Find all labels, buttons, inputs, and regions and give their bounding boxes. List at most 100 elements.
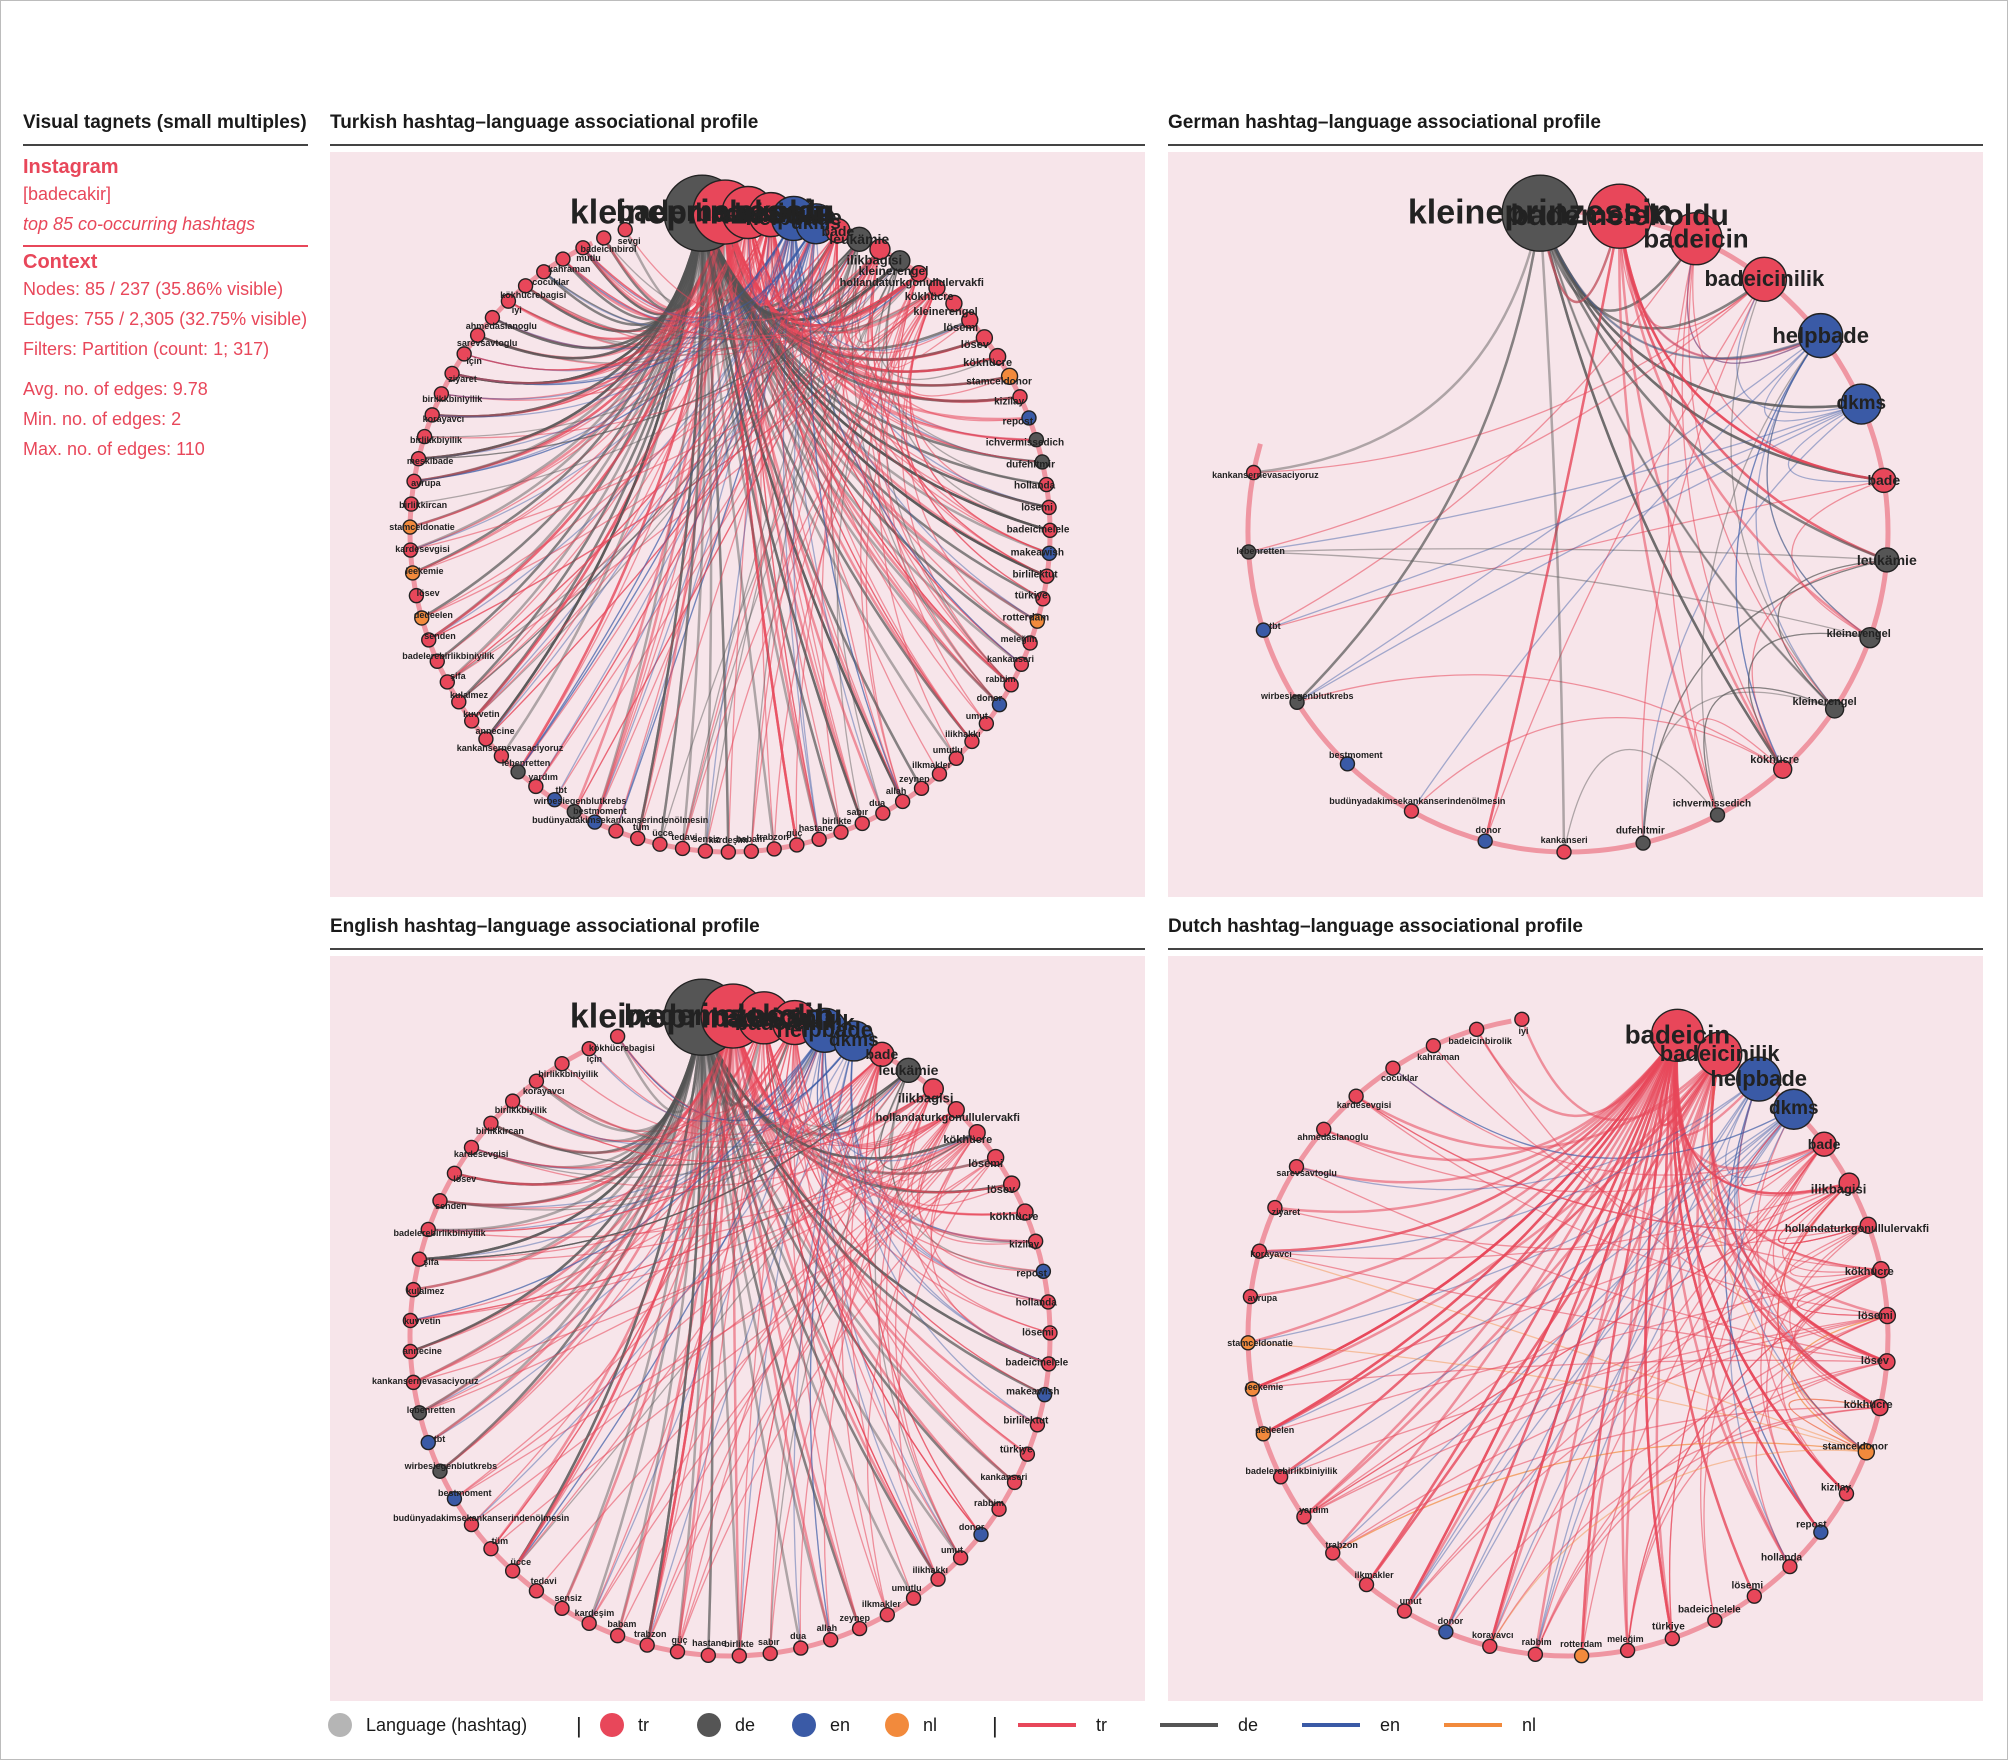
edge — [542, 213, 704, 326]
node-label: helpbade — [745, 205, 842, 231]
node-label: şifa — [450, 671, 466, 682]
edge — [562, 214, 772, 321]
german-profile-panel: German hashtag–language associational pr… — [1168, 112, 1983, 897]
edge — [470, 213, 704, 722]
edge — [646, 1040, 855, 1646]
edge — [763, 1017, 939, 1580]
edge — [1476, 1028, 1888, 1363]
edge — [1251, 1034, 1679, 1391]
edge — [419, 1016, 704, 1261]
node-label: badeicinilik — [734, 1009, 855, 1035]
legend-edge-nl: nl — [1444, 1705, 1536, 1745]
edge — [1580, 1034, 1679, 1656]
edge — [562, 213, 704, 321]
edges-stat: Edges: 755 / 2,305 (32.75% visible) — [23, 309, 308, 329]
context-heading: Context — [23, 251, 98, 273]
node-tr — [504, 1563, 521, 1579]
edge — [418, 260, 901, 460]
edge — [418, 212, 704, 460]
edge — [1332, 1406, 1880, 1554]
node-label: kardesevgisi — [395, 544, 450, 555]
edge — [1445, 1361, 1888, 1633]
edge-group — [1247, 1018, 1888, 1656]
node-de — [1874, 547, 1900, 573]
node-tr — [406, 473, 422, 489]
edge — [1332, 1442, 1867, 1554]
edge — [1303, 1034, 1679, 1518]
edge — [789, 218, 860, 314]
node-label: umutlu — [891, 1583, 922, 1594]
node-de — [846, 226, 872, 252]
edge — [1788, 1398, 1880, 1453]
node-tr — [1012, 389, 1028, 405]
edge — [770, 214, 1050, 554]
edge — [428, 1132, 978, 1239]
node-label: kökhücre — [989, 1210, 1039, 1223]
edge — [1755, 1314, 1888, 1567]
node-en — [1813, 1524, 1829, 1540]
edge — [1538, 212, 1822, 360]
edge — [1259, 1034, 1679, 1253]
edge — [413, 212, 704, 483]
node-label: badeicinilik — [711, 201, 831, 227]
edge — [1667, 238, 1719, 816]
edge — [1664, 1035, 1756, 1597]
edge — [1296, 213, 1542, 704]
sidebar-divider — [23, 245, 308, 247]
node-label: ücce — [652, 827, 673, 838]
node-de — [1501, 174, 1579, 252]
node-tr — [948, 750, 964, 766]
edge — [458, 230, 839, 703]
edge — [1253, 278, 1765, 474]
node-tr — [720, 844, 737, 860]
node-de — [432, 1463, 448, 1479]
edge — [511, 1017, 704, 1572]
edge — [1642, 403, 1862, 844]
node-label: kahraman — [1417, 1051, 1460, 1062]
node-de — [889, 250, 911, 272]
node-label: birlikte — [724, 1638, 754, 1649]
node-de — [1635, 835, 1651, 851]
node-tr — [1514, 1011, 1530, 1028]
edge — [1538, 212, 1836, 710]
node-tr — [483, 1115, 499, 1131]
edge — [1618, 216, 1884, 482]
edge — [824, 230, 904, 802]
edge — [731, 1015, 935, 1136]
node-label: birlikkbiyilik — [410, 435, 463, 446]
edge — [1534, 1361, 1888, 1655]
node-label: lebenretten — [501, 757, 551, 768]
edge — [1696, 1053, 1791, 1568]
node-label: donor — [958, 1522, 985, 1533]
edge — [477, 213, 704, 360]
edge — [560, 1015, 735, 1609]
edge — [1618, 216, 1888, 562]
edge — [1403, 1269, 1882, 1612]
node-label: bade — [1807, 1136, 1841, 1153]
node-label: lebenretten — [406, 1404, 456, 1415]
edge — [784, 1022, 826, 1113]
node-label: kizilay — [994, 396, 1025, 408]
node-label: leukämie — [829, 231, 890, 248]
network-svg — [1240, 174, 1900, 860]
node-en — [1736, 1056, 1782, 1102]
edge — [1263, 1108, 1795, 1435]
node-tr — [1272, 1469, 1289, 1485]
node-tr — [424, 407, 440, 423]
edge — [871, 249, 1048, 577]
legend-edge-en: en — [1302, 1705, 1400, 1745]
node-label: türkiye — [1014, 590, 1048, 602]
node-label: kahraman — [547, 264, 591, 275]
node-label: badeicin — [695, 197, 801, 227]
node-tr — [1325, 1545, 1341, 1561]
node-label: makeawish — [1006, 1386, 1060, 1398]
edge — [1332, 1442, 1867, 1554]
edge — [850, 1040, 1038, 1426]
node-label: stamceldonatie — [389, 522, 455, 533]
edge — [770, 214, 1022, 665]
edge — [747, 212, 904, 802]
edge — [792, 218, 1038, 622]
edge — [1703, 686, 1835, 816]
min-edges-stat: Min. no. of edges: 2 — [23, 409, 182, 429]
network-svg — [402, 978, 1058, 1664]
